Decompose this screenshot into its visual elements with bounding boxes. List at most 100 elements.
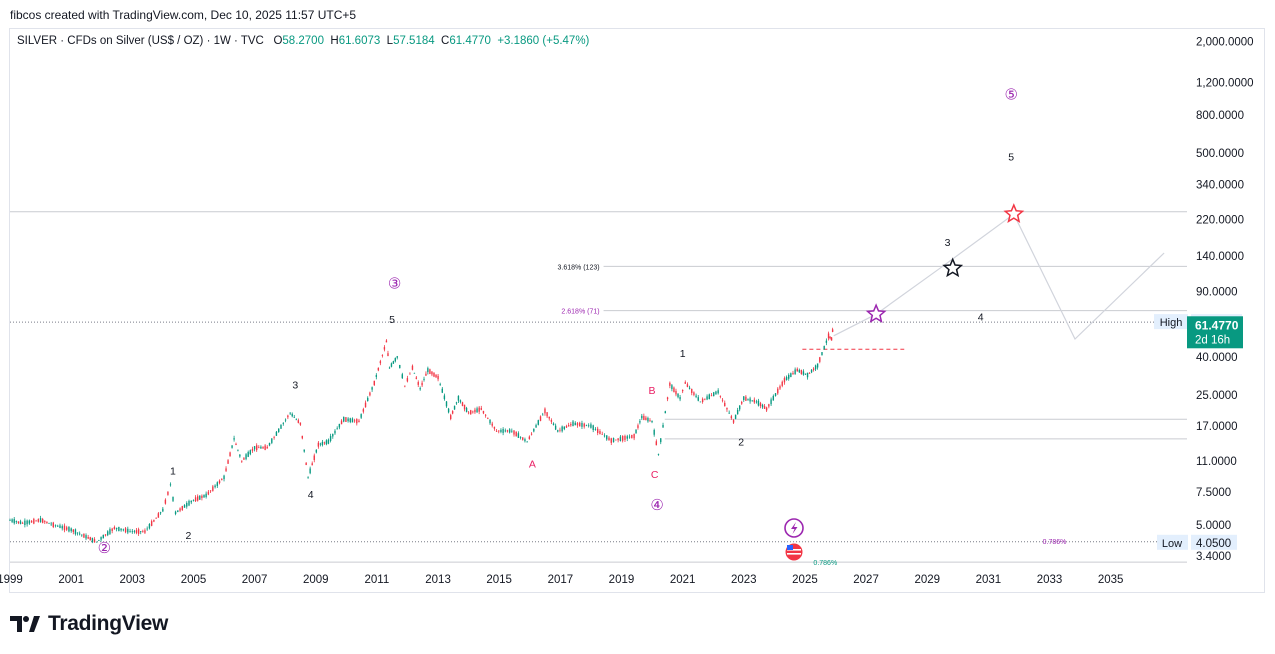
high-tag-badge bbox=[1154, 314, 1188, 330]
candle-body bbox=[728, 412, 730, 414]
candle-body bbox=[738, 405, 741, 410]
chart-frame[interactable] bbox=[9, 28, 1265, 593]
candle-body bbox=[413, 372, 416, 374]
candle-body bbox=[830, 337, 833, 341]
wave-target-star-icon[interactable] bbox=[1003, 203, 1025, 224]
candle-body bbox=[394, 358, 397, 362]
candle-body bbox=[796, 368, 798, 372]
candle-body bbox=[41, 519, 44, 523]
x-tick-label: 2021 bbox=[670, 574, 696, 586]
wave-target-star-icon[interactable] bbox=[942, 257, 964, 278]
close-value: 61.4770 bbox=[449, 35, 491, 47]
tradingview-branding[interactable]: TradingView bbox=[10, 612, 168, 636]
x-tick-label: 2001 bbox=[58, 574, 84, 586]
candle-body bbox=[474, 409, 476, 413]
candle-body bbox=[526, 441, 528, 443]
candle-body bbox=[522, 437, 524, 440]
candle-body bbox=[439, 383, 441, 385]
candle-body bbox=[113, 527, 116, 530]
candle-body bbox=[63, 525, 66, 531]
y-tick-label: 7.5000 bbox=[1196, 487, 1231, 499]
wave-label: 3 bbox=[292, 379, 298, 391]
candle-body bbox=[98, 540, 100, 541]
flag-stripe bbox=[787, 549, 801, 551]
candle-body bbox=[148, 524, 151, 529]
candle-body bbox=[662, 424, 664, 428]
candle-body bbox=[463, 404, 466, 410]
candle-body bbox=[495, 430, 498, 432]
candle-body bbox=[565, 426, 568, 428]
high-label: H bbox=[330, 35, 339, 47]
candle-body bbox=[142, 531, 144, 533]
candle-body bbox=[816, 363, 819, 368]
brand-name: TradingView bbox=[48, 612, 169, 635]
candle-body bbox=[592, 425, 594, 431]
x-tick-label: 2029 bbox=[914, 574, 940, 586]
y-tick-label: 17.0000 bbox=[1196, 421, 1238, 433]
x-tick-label: 1999 bbox=[0, 574, 23, 586]
wave-label: 1 bbox=[680, 348, 686, 360]
candle-body bbox=[329, 436, 332, 441]
candle-body bbox=[417, 382, 419, 385]
candle-body bbox=[411, 365, 414, 370]
candle-body bbox=[437, 375, 439, 380]
fib-level-label: 0.786% bbox=[1043, 539, 1067, 546]
candle-body bbox=[721, 399, 724, 401]
wave-label: 4 bbox=[978, 312, 984, 324]
candle-body bbox=[131, 531, 133, 533]
candle-body bbox=[218, 480, 221, 484]
high-tag-label: High bbox=[1160, 317, 1183, 329]
candle-body bbox=[792, 372, 794, 374]
candle-body bbox=[445, 401, 448, 407]
wave-label: 5 bbox=[1008, 151, 1014, 163]
close-label: C bbox=[441, 35, 450, 47]
candle-body bbox=[360, 414, 362, 418]
symbol-legend: SILVER · CFDs on Silver (US$ / OZ) · 1W … bbox=[17, 35, 589, 47]
candle-body bbox=[93, 539, 96, 543]
candle-body bbox=[561, 426, 563, 432]
candle-body bbox=[91, 537, 94, 542]
candle-body bbox=[396, 356, 398, 358]
candle-body bbox=[651, 420, 653, 423]
candle-body bbox=[804, 373, 807, 375]
candle-body bbox=[554, 425, 557, 430]
candle-body bbox=[231, 445, 233, 448]
candle-body bbox=[794, 369, 796, 375]
candle-body bbox=[15, 521, 18, 523]
candle-body bbox=[583, 423, 585, 427]
candle-body bbox=[524, 439, 526, 442]
candle-body bbox=[500, 429, 502, 432]
candle-body bbox=[229, 452, 231, 457]
candle-body bbox=[664, 411, 667, 414]
candle-body bbox=[621, 436, 624, 441]
candle-body bbox=[401, 374, 404, 379]
wave-label: C bbox=[651, 469, 659, 481]
candle-body bbox=[347, 418, 349, 422]
y-tick-label: 25.0000 bbox=[1196, 390, 1238, 402]
lightning-glyph-icon bbox=[791, 522, 798, 534]
candle-body bbox=[643, 415, 645, 420]
candle-body bbox=[87, 537, 89, 539]
candle-body bbox=[367, 397, 369, 402]
wave-label: 1 bbox=[170, 465, 176, 477]
candle-body bbox=[216, 482, 219, 486]
x-axis: 1999 2001 2003 2005 2007 2009 2011 2013 2015 2017… bbox=[0, 574, 1123, 586]
price-path bbox=[10, 322, 834, 542]
candle-body bbox=[708, 394, 710, 400]
candle-body bbox=[585, 425, 588, 427]
candle-body bbox=[736, 409, 739, 415]
candle-body bbox=[542, 414, 544, 416]
candle-body bbox=[472, 411, 474, 413]
candle-body bbox=[480, 408, 482, 410]
wave-target-star-icon[interactable] bbox=[865, 303, 887, 323]
x-tick-label: 2033 bbox=[1037, 574, 1063, 586]
wave-label: 2 bbox=[738, 437, 744, 449]
candle-body bbox=[404, 385, 406, 387]
candle-body bbox=[599, 431, 601, 434]
candle-body bbox=[695, 395, 697, 397]
candle-body bbox=[734, 414, 737, 419]
candle-body bbox=[24, 520, 26, 525]
candle-body bbox=[157, 513, 160, 518]
